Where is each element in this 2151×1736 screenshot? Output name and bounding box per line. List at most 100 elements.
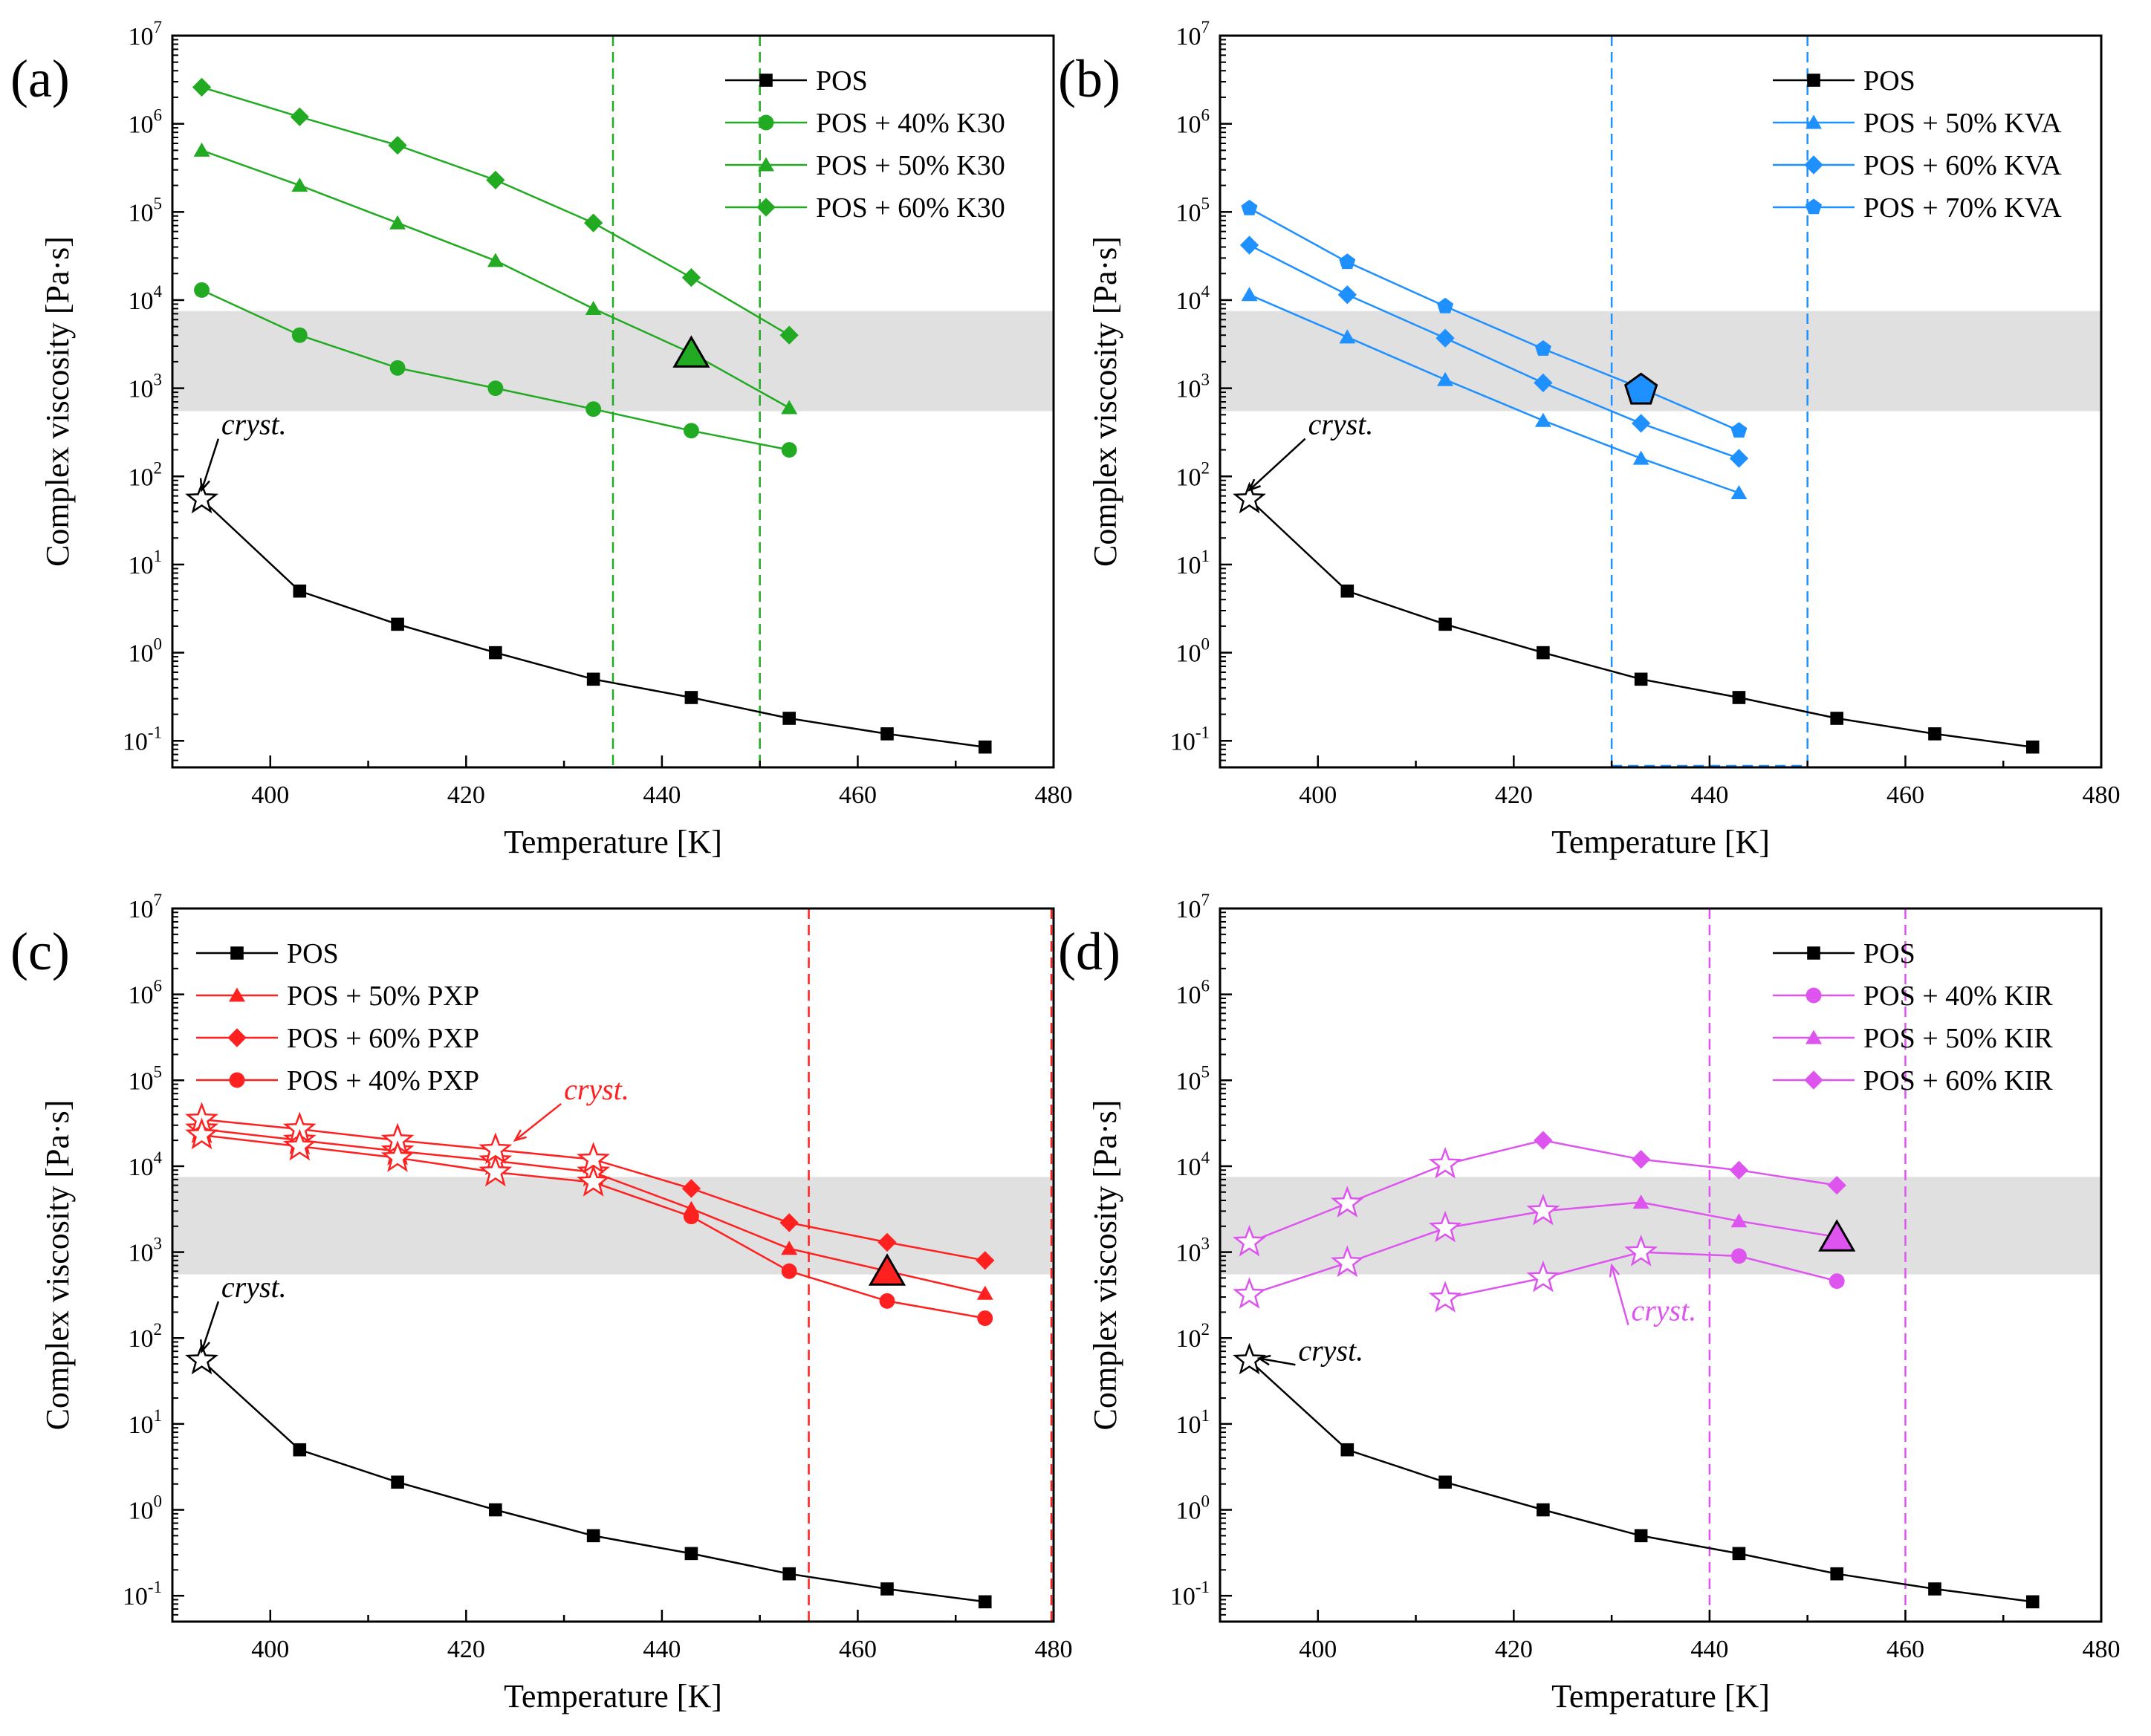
data-point xyxy=(978,740,992,754)
y-tick-label: 107 xyxy=(129,18,163,51)
legend-marker xyxy=(227,1028,247,1047)
legend-marker xyxy=(1807,946,1820,960)
y-tick-label: 103 xyxy=(129,371,163,403)
crystallized-star-marker xyxy=(185,1342,219,1375)
series-2 xyxy=(1241,287,1748,499)
data-point xyxy=(1730,1213,1748,1228)
series-line xyxy=(1248,207,1739,432)
y-tick-label: 10-1 xyxy=(1170,1578,1210,1610)
data-point xyxy=(1537,646,1550,660)
data-point xyxy=(1730,1248,1747,1264)
chart-panel-1: 400 420 440 460 480 10-1 100 101 102 103 104 105 106… xyxy=(10,18,1073,860)
annotation-arrow xyxy=(514,1102,562,1142)
data-point xyxy=(193,142,210,157)
crystallized-star-marker xyxy=(1233,1277,1267,1309)
series-1 xyxy=(1233,481,2040,754)
legend-marker xyxy=(1806,114,1822,129)
data-point xyxy=(877,1232,897,1252)
data-point xyxy=(1337,285,1357,305)
data-point xyxy=(489,1503,502,1517)
y-tick-label: 105 xyxy=(1176,194,1210,227)
x-axis-title: Temperature [K] xyxy=(504,824,722,860)
y-tick-label: 100 xyxy=(129,635,163,668)
data-point xyxy=(1732,1547,1746,1561)
crystallized-star-marker xyxy=(1526,1260,1560,1293)
data-point xyxy=(2025,1595,2040,1609)
annotation-arrow xyxy=(201,438,220,491)
data-point xyxy=(389,360,406,376)
data-point xyxy=(1729,449,1749,468)
data-point xyxy=(976,1285,993,1300)
legend-marker xyxy=(229,987,245,1002)
crystallized-star-marker xyxy=(1624,1235,1658,1267)
annotation-arrowhead xyxy=(513,1129,527,1142)
series-line xyxy=(1248,1359,2033,1603)
y-tick-label: 105 xyxy=(129,194,163,227)
legend-marker xyxy=(759,74,773,87)
data-point xyxy=(585,401,602,417)
legend-marker xyxy=(1807,74,1820,87)
x-tick-label: 480 xyxy=(1035,781,1073,809)
legend-entry: POS + 50% K30 xyxy=(816,150,1005,181)
y-tick-label: 10-1 xyxy=(123,723,162,755)
crystallized-star-marker xyxy=(1428,1281,1462,1313)
x-tick-label: 420 xyxy=(1495,1636,1533,1663)
data-point xyxy=(684,691,698,704)
legend-entry: POS + 60% KVA xyxy=(1863,150,2062,181)
cryst-annotation: cryst. xyxy=(1308,408,1374,441)
panel-label: (b) xyxy=(1058,49,1120,108)
y-tick-label: 107 xyxy=(1176,18,1210,51)
data-point xyxy=(1340,584,1354,598)
legend-marker xyxy=(1804,155,1823,175)
y-tick-label: 105 xyxy=(1176,1062,1210,1095)
data-point xyxy=(487,253,504,267)
y-tick-label: 101 xyxy=(1176,547,1210,579)
data-point xyxy=(389,215,406,230)
y-tick-label: 105 xyxy=(129,1062,163,1095)
data-point xyxy=(1534,340,1551,356)
series-4 xyxy=(1241,199,1748,438)
x-tick-label: 420 xyxy=(447,1636,485,1663)
y-tick-label: 102 xyxy=(1176,458,1210,491)
crystallized-star-marker xyxy=(1233,1342,1267,1375)
data-point xyxy=(681,1179,701,1198)
legend-entry: POS + 50% KVA xyxy=(1863,108,2062,139)
data-point xyxy=(290,107,309,126)
x-axis-title: Temperature [K] xyxy=(1551,1678,1770,1714)
data-point xyxy=(1437,297,1454,313)
x-tick-label: 440 xyxy=(643,781,681,809)
y-axis-title: Complex viscosity [Pa·s] xyxy=(39,1100,76,1431)
legend-entry: POS + 60% PXP xyxy=(287,1023,479,1054)
chart-panel-4: 400 420 440 460 480 10-1 100 101 102 103 104 105 106… xyxy=(1058,891,2121,1714)
data-point xyxy=(1827,1176,1846,1195)
crystallized-star-marker xyxy=(577,1165,611,1197)
data-point xyxy=(1829,1273,1845,1290)
x-axis-title: Temperature [K] xyxy=(504,1678,722,1714)
data-point xyxy=(1435,328,1455,348)
crystallized-star-marker xyxy=(185,1117,219,1150)
data-point xyxy=(779,325,799,345)
data-point xyxy=(1438,1475,1452,1489)
optimal-point-marker xyxy=(1623,372,1658,405)
y-tick-label: 102 xyxy=(1176,1320,1210,1353)
data-point xyxy=(291,178,308,192)
legend-entry: POS + 60% K30 xyxy=(816,192,1005,224)
y-tick-label: 106 xyxy=(129,106,163,139)
data-point xyxy=(781,1241,798,1255)
data-point xyxy=(977,1310,993,1327)
data-point xyxy=(194,282,210,298)
x-tick-label: 440 xyxy=(1690,781,1728,809)
y-tick-label: 101 xyxy=(129,547,163,579)
series-3 xyxy=(1239,235,1749,468)
legend-entry: POS + 50% PXP xyxy=(287,981,479,1012)
data-point xyxy=(1339,329,1356,344)
data-point xyxy=(586,672,600,686)
y-tick-label: 104 xyxy=(1176,1148,1210,1181)
data-point xyxy=(1339,253,1356,270)
y-tick-label: 100 xyxy=(1176,1492,1210,1525)
x-tick-label: 440 xyxy=(1690,1636,1728,1663)
crystallized-star-marker xyxy=(1233,481,1267,514)
legend-marker xyxy=(1804,1070,1823,1090)
data-point xyxy=(976,1251,995,1270)
